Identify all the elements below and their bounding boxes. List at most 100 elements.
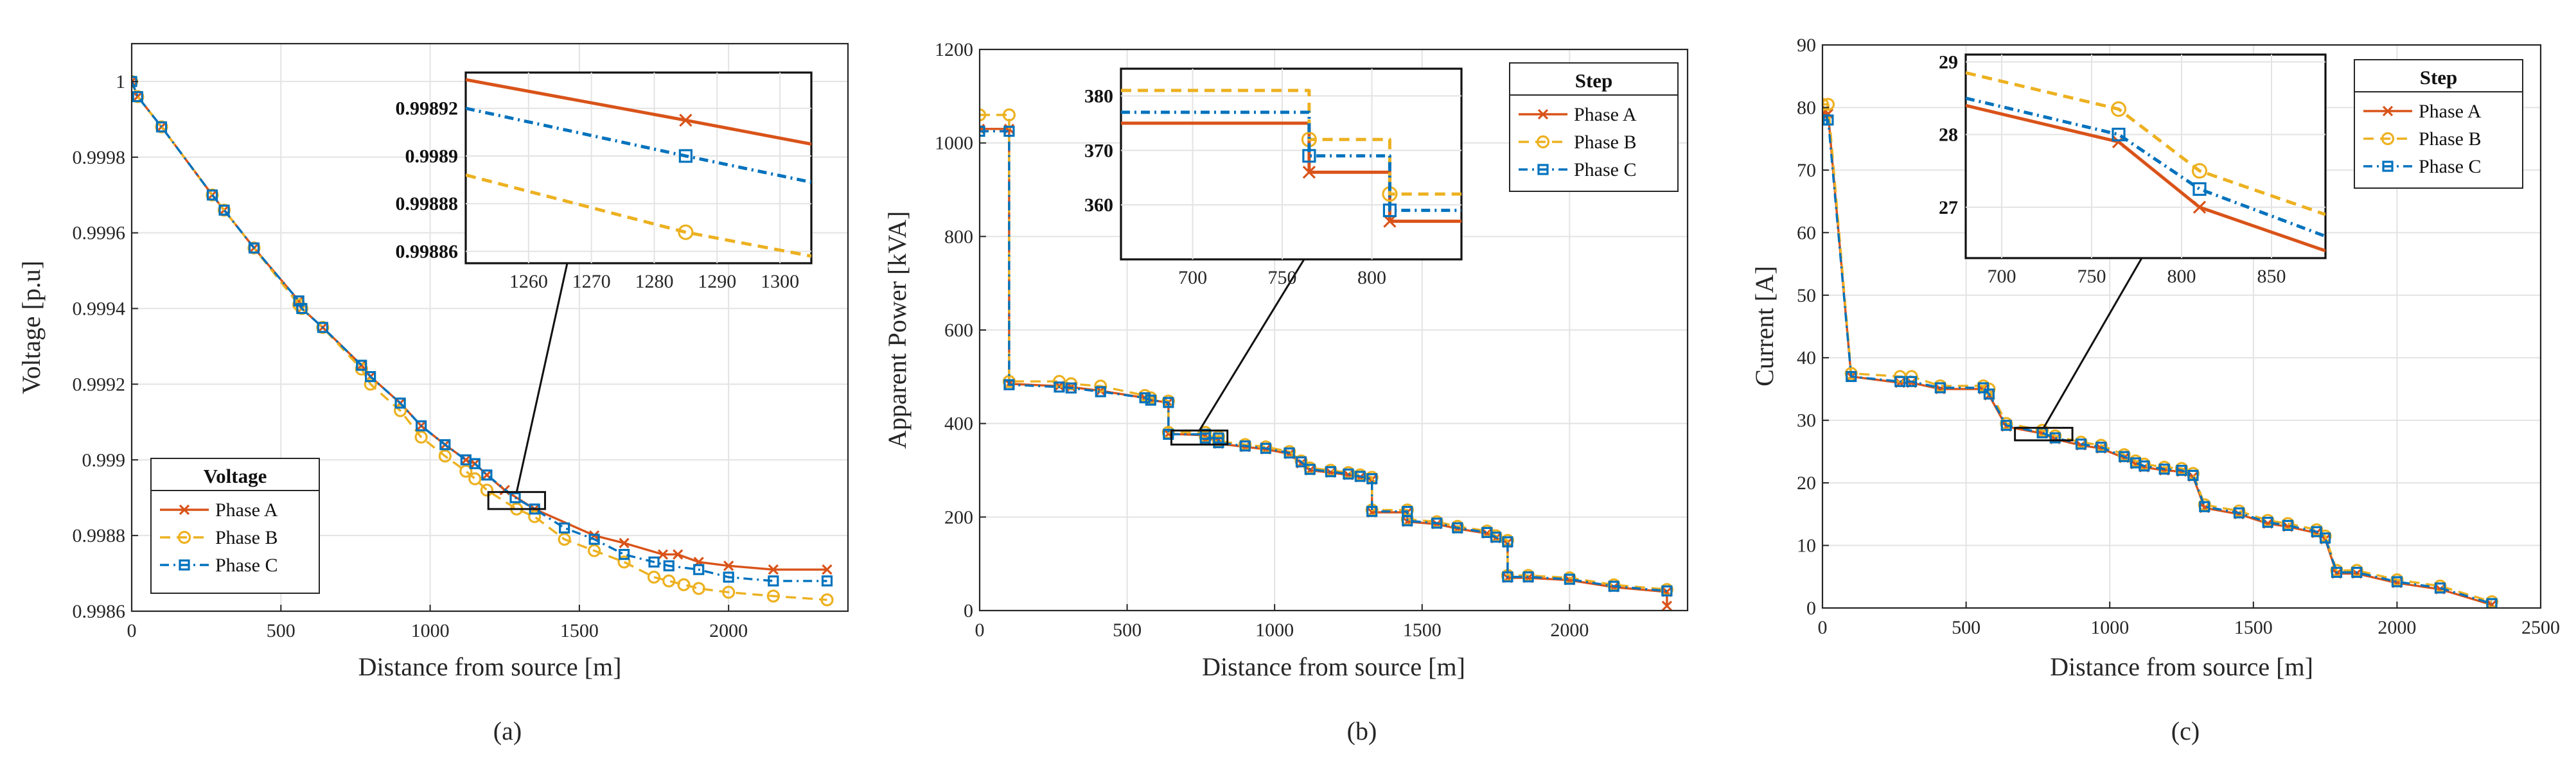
zoom-series-line-phase-c: [466, 107, 811, 184]
data-point-phase-a: [673, 549, 684, 560]
y-tick-label: 30: [1797, 410, 1816, 431]
data-point-phase-c: [1608, 580, 1619, 592]
y-tick-label: 0.9988: [73, 525, 126, 546]
data-point-phase-b: [692, 582, 705, 595]
y-axis-label: Current [A]: [1750, 266, 1779, 386]
data-point-phase-c: [1822, 114, 1828, 126]
data-point-phase-c: [293, 295, 304, 307]
zoom-frame: [464, 71, 813, 265]
zoom-data-point-phase-a: [2192, 200, 2207, 214]
y-tick-label: 0: [964, 600, 973, 621]
data-point-phase-c: [1163, 397, 1174, 408]
data-point-phase-c: [1564, 573, 1575, 585]
data-point-phase-b: [766, 589, 780, 603]
data-point-phase-b: [459, 464, 473, 478]
data-point-phase-c: [1003, 379, 1015, 390]
data-point-phase-c: [1661, 585, 1673, 597]
data-point-phase-c: [296, 302, 308, 315]
data-point-phase-c: [155, 121, 168, 133]
zoom-data-point-phase-a: [1302, 166, 1316, 179]
legend-title: Step: [2420, 66, 2458, 89]
legend-marker-phase-b: [1536, 135, 1550, 149]
data-point-phase-c: [1163, 428, 1174, 440]
zoom-inset: 700 750 800 360 370 380: [1084, 67, 1463, 288]
data-point-phase-c: [1366, 505, 1378, 517]
data-point-phase-c: [1139, 392, 1151, 404]
data-point-phase-b: [980, 108, 987, 122]
y-tick-label: 0.9998: [73, 147, 126, 168]
subplot-label: (b): [1347, 716, 1377, 745]
plot-frame: [130, 42, 849, 612]
legend-label-phase-a: Phase A: [2419, 101, 2482, 122]
zoom-y-tick-label: 29: [1939, 51, 1958, 73]
data-point-phase-c: [2486, 598, 2498, 608]
zoom-frame: [1964, 53, 2327, 259]
zoom-x-tick-label: 800: [1357, 267, 1386, 288]
data-point-phase-a: [1661, 600, 1672, 611]
x-tick-label: 1500: [560, 620, 599, 641]
data-point-phase-b: [1002, 108, 1016, 122]
zoom-data-point-phase-c: [2192, 182, 2207, 196]
legend-marker-phase-c: [1537, 164, 1549, 175]
data-point-phase-c: [1260, 442, 1271, 454]
x-tick-label: 500: [267, 620, 296, 641]
x-tick-label: 0: [975, 620, 985, 641]
data-point-phase-c: [394, 397, 406, 409]
legend: Step Phase A Phase B Phase C: [1509, 62, 1679, 192]
data-point-phase-c: [821, 575, 833, 587]
data-point-phase-b: [588, 544, 601, 557]
y-tick-label: 400: [944, 413, 973, 435]
data-point-phase-c: [132, 91, 143, 103]
data-point-phase-c: [218, 204, 230, 216]
y-tick-label: 600: [944, 320, 973, 341]
current-chart: 0 500 1000 1500 2000 25000102030405060708090 …: [1750, 35, 2560, 745]
data-point-phase-b: [480, 483, 493, 497]
data-point-phase-c: [2320, 532, 2331, 544]
data-point-phase-b: [662, 574, 676, 587]
zoom-y-tick-label: 0.99888: [396, 193, 459, 214]
legend-label-phase-b: Phase B: [215, 527, 278, 548]
zoom-data-point-phase-a: [1383, 214, 1397, 228]
data-point-phase-b: [528, 510, 542, 523]
legend-marker-phase-a: [179, 504, 190, 516]
data-point-phase-c: [1983, 388, 1995, 400]
data-point-phase-c: [365, 371, 376, 383]
data-point-phase-c: [1065, 382, 1077, 394]
data-point-phase-c: [2262, 516, 2273, 528]
zoom-series-line-phase-b: [466, 173, 811, 258]
series-line-phase-c: [132, 81, 827, 582]
zoom-x-tick-label: 1280: [635, 271, 673, 292]
x-axis-label: Distance from source [m]: [1202, 652, 1465, 681]
zoom-x-tick-label: 1290: [698, 271, 736, 292]
zoom-connector-line: [515, 263, 569, 492]
data-point-phase-c: [559, 522, 570, 534]
x-tick-label: 1000: [1255, 620, 1294, 641]
legend-label-phase-b: Phase B: [1574, 132, 1637, 153]
zoom-y-tick-label: 0.9989: [405, 146, 459, 167]
zoom-series-line-phase-c: [1121, 110, 1461, 213]
data-point-phase-a: [723, 560, 734, 571]
data-point-phase-a: [132, 76, 137, 87]
y-tick-label: 200: [944, 507, 973, 528]
data-point-phase-c: [1295, 456, 1307, 467]
zoom-data-point-phase-c: [2112, 127, 2126, 142]
data-point-phase-c: [1502, 571, 1513, 583]
data-point-phase-b: [722, 586, 736, 599]
data-point-phase-c: [723, 571, 734, 583]
zoom-connector-line: [2043, 257, 2143, 429]
legend-label-phase-c: Phase C: [2419, 156, 2482, 177]
x-tick-label: 2000: [709, 620, 748, 641]
zoom-y-tick-label: 28: [1939, 125, 1958, 146]
data-point-phase-c: [1431, 517, 1443, 529]
data-point-phase-c: [2391, 576, 2403, 587]
zoom-x-tick-label: 700: [1988, 266, 2016, 287]
data-point-phase-c: [980, 125, 985, 137]
zoom-x-tick-label: 1300: [761, 271, 799, 292]
legend-label-phase-b: Phase B: [2419, 128, 2482, 150]
data-point-phase-c: [1366, 473, 1378, 485]
y-tick-label: 20: [1797, 473, 1816, 494]
data-point-phase-a: [822, 564, 833, 575]
x-tick-label: 2500: [2521, 617, 2560, 638]
y-tick-label: 0.9986: [73, 601, 126, 622]
